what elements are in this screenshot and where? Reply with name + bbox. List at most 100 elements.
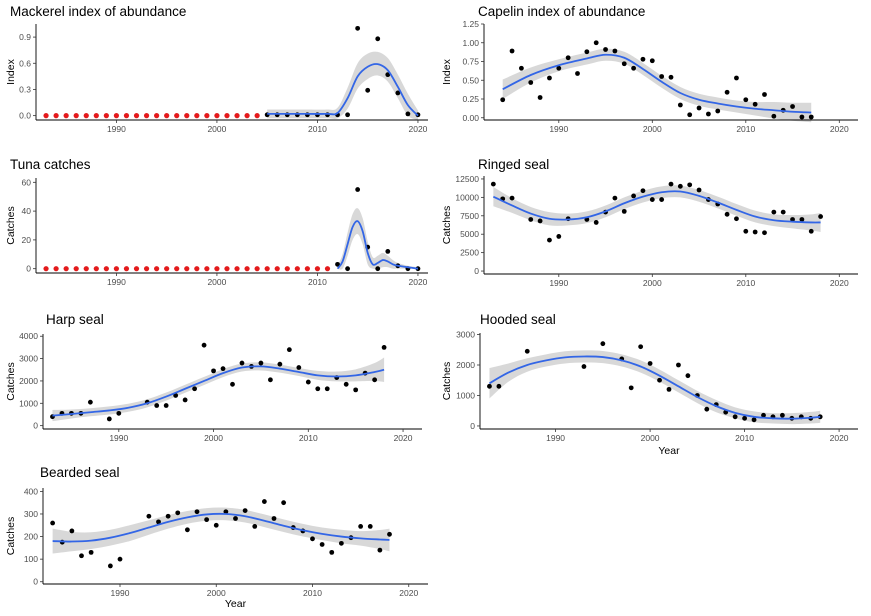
data-point: [600, 341, 606, 347]
data-point: [528, 80, 534, 85]
data-point: [385, 72, 391, 78]
data-point: [184, 527, 190, 533]
data-point: [631, 65, 636, 71]
x-tick-label: 2000: [643, 124, 662, 134]
data-point: [213, 522, 219, 528]
data-point: [355, 25, 361, 31]
missing-point: [103, 113, 109, 119]
x-tick-label: 2020: [408, 124, 427, 134]
x-tick-label: 2020: [394, 433, 413, 443]
data-point: [734, 216, 739, 222]
data-point: [603, 47, 608, 52]
confidence-band: [493, 185, 821, 232]
data-point: [659, 74, 665, 79]
data-point: [345, 112, 350, 118]
missing-point: [123, 113, 130, 119]
missing-point: [254, 113, 260, 119]
data-point: [537, 218, 543, 224]
data-point: [818, 214, 823, 219]
confidence-band: [52, 507, 390, 554]
data-point: [106, 416, 112, 422]
y-tick-label: 0: [33, 577, 38, 587]
data-point: [163, 403, 169, 408]
y-tick-label: 200: [24, 532, 38, 542]
data-point: [528, 217, 534, 222]
missing-point: [284, 266, 290, 272]
smooth-line: [52, 512, 390, 543]
x-tick-label: 1990: [549, 124, 568, 134]
data-point: [649, 58, 655, 64]
y-tick-label: 5000: [460, 229, 479, 239]
missing-point: [194, 266, 200, 272]
data-point: [487, 383, 492, 389]
data-point: [808, 114, 814, 120]
data-point: [724, 211, 730, 217]
missing-point: [133, 113, 140, 119]
data-point: [706, 111, 711, 117]
smooth-line: [489, 355, 821, 420]
confidence-band: [502, 48, 812, 123]
data-point: [808, 228, 814, 234]
missing-point: [194, 113, 200, 119]
chart-panel: Tuna catches 0 20 40 60 1990 2000 2010 2020 Catch…: [5, 157, 428, 287]
data-point: [79, 553, 84, 559]
data-point: [182, 397, 188, 403]
y-tick-label: 400: [24, 486, 38, 496]
x-axis-title: Year: [658, 445, 680, 457]
missing-point: [254, 266, 260, 272]
data-point: [315, 386, 321, 392]
data-point: [116, 410, 122, 416]
missing-point: [164, 113, 170, 119]
missing-point: [224, 266, 230, 272]
x-tick-label: 2010: [308, 124, 327, 134]
missing-point: [184, 113, 190, 119]
missing-point: [123, 266, 130, 272]
data-point: [305, 379, 311, 385]
x-tick-label: 1990: [107, 124, 126, 134]
missing-point: [244, 113, 250, 119]
smooth-line: [52, 365, 385, 417]
data-point: [194, 509, 200, 515]
missing-point: [154, 266, 160, 272]
data-point: [685, 373, 691, 379]
data-point: [88, 549, 94, 555]
y-tick-label: 2000: [19, 376, 38, 386]
y-tick-label: 0.9: [19, 32, 31, 42]
data-point: [343, 381, 349, 387]
chart-panel: Mackerel index of abundance 0.0 0.3 0.6 0.9 1…: [5, 4, 428, 134]
x-axis-title: Year: [225, 598, 247, 610]
data-point: [319, 542, 325, 547]
data-point: [612, 48, 618, 54]
smooth-line: [267, 63, 419, 117]
data-point: [211, 368, 216, 374]
missing-point: [264, 266, 270, 272]
missing-point: [143, 266, 150, 272]
data-point: [780, 209, 786, 215]
data-point: [556, 65, 562, 71]
data-point: [500, 97, 506, 103]
data-point: [230, 381, 235, 387]
data-point: [593, 40, 599, 46]
y-tick-label: 0: [474, 266, 479, 276]
y-tick-label: 2000: [456, 360, 475, 370]
missing-point: [234, 113, 240, 119]
data-point: [375, 266, 381, 272]
data-point: [324, 386, 330, 392]
data-point: [790, 217, 795, 222]
missing-point: [93, 266, 99, 272]
missing-point: [83, 266, 89, 272]
data-point: [69, 528, 75, 534]
missing-point: [234, 266, 240, 272]
missing-point: [274, 266, 280, 272]
data-point: [676, 362, 681, 368]
data-point: [696, 187, 702, 193]
y-tick-label: 10000: [455, 192, 479, 202]
missing-point: [244, 266, 250, 272]
data-point: [387, 531, 392, 537]
missing-point: [294, 266, 300, 272]
y-tick-label: 0: [26, 264, 31, 274]
data-point: [385, 249, 391, 254]
missing-point: [53, 113, 59, 119]
data-point: [50, 520, 56, 526]
data-point: [657, 377, 662, 383]
